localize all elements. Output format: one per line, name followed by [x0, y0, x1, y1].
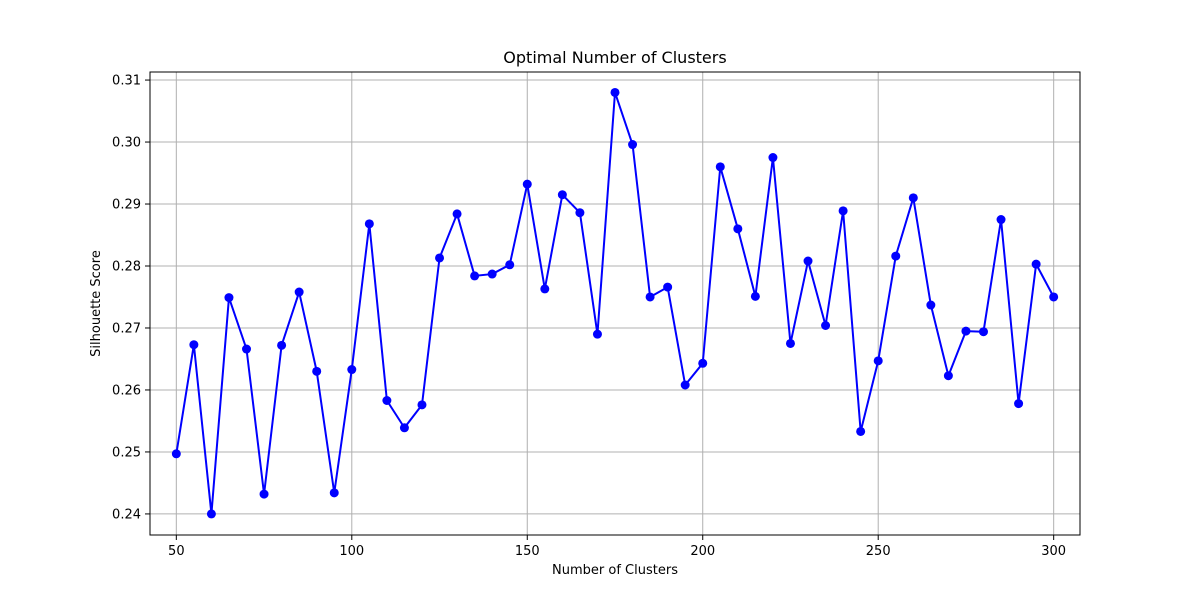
y-tick-label: 0.24: [112, 507, 141, 522]
data-point: [557, 190, 567, 200]
data-point: [189, 340, 199, 350]
data-point: [452, 209, 462, 219]
x-tick-label: 300: [1041, 544, 1066, 559]
data-point: [1049, 292, 1059, 302]
data-point: [978, 327, 988, 337]
data-point: [242, 344, 252, 354]
data-point: [382, 396, 392, 406]
data-point: [961, 326, 971, 336]
data-point: [259, 489, 269, 499]
y-tick-label: 0.26: [112, 383, 141, 398]
data-point: [592, 329, 602, 339]
data-point: [838, 206, 848, 216]
x-tick-label: 150: [515, 544, 540, 559]
x-axis-ticks: 50 100 150 200 250 300: [168, 535, 1066, 559]
data-point: [505, 260, 515, 270]
data-point: [996, 215, 1006, 225]
x-tick-label: 200: [690, 544, 715, 559]
data-point: [417, 400, 427, 410]
y-tick-label: 0.25: [112, 445, 141, 460]
data-point: [750, 291, 760, 301]
data-point: [277, 340, 287, 350]
data-point: [628, 140, 638, 150]
data-point: [224, 293, 234, 303]
x-axis-label: Number of Clusters: [552, 563, 678, 578]
data-point: [329, 488, 339, 498]
data-point: [435, 253, 445, 263]
data-point: [399, 423, 409, 433]
data-point: [715, 162, 725, 172]
data-point: [575, 208, 585, 218]
data-point: [487, 269, 497, 279]
y-axis-ticks: 0.24 0.25 0.26 0.27 0.28 0.29 0.30 0.31: [112, 74, 150, 522]
y-tick-label: 0.30: [112, 136, 141, 151]
data-point: [645, 292, 655, 302]
data-point: [610, 87, 620, 97]
data-point: [312, 366, 322, 376]
x-tick-label: 250: [866, 544, 891, 559]
data-point: [785, 338, 795, 348]
data-point: [364, 219, 374, 229]
y-axis-label: Silhouette Score: [89, 250, 104, 357]
data-point: [733, 224, 743, 234]
x-tick-label: 100: [339, 544, 364, 559]
data-point: [470, 271, 480, 281]
data-point: [663, 282, 673, 292]
plot-frame: [149, 71, 1081, 536]
data-point: [1014, 399, 1024, 409]
data-point: [891, 251, 901, 261]
data-point: [698, 358, 708, 368]
series-layer: [171, 87, 1059, 519]
data-point: [803, 256, 813, 266]
chart-title: Optimal Number of Clusters: [503, 48, 726, 67]
data-point: [347, 365, 357, 375]
x-tick-label: 50: [168, 544, 185, 559]
data-point: [540, 284, 550, 294]
data-point: [680, 380, 690, 390]
data-point: [294, 287, 304, 297]
data-point: [821, 321, 831, 331]
data-point: [522, 179, 532, 189]
y-tick-label: 0.27: [112, 321, 141, 336]
data-point: [926, 300, 936, 310]
data-point: [908, 193, 918, 203]
data-point: [856, 426, 866, 436]
data-point: [206, 509, 216, 519]
data-point: [768, 153, 778, 163]
data-point: [1031, 259, 1041, 269]
data-point: [943, 371, 953, 381]
y-tick-label: 0.28: [112, 260, 141, 275]
y-tick-label: 0.31: [112, 74, 141, 89]
data-point: [873, 356, 883, 366]
data-point: [171, 449, 181, 459]
y-tick-label: 0.29: [112, 198, 141, 213]
